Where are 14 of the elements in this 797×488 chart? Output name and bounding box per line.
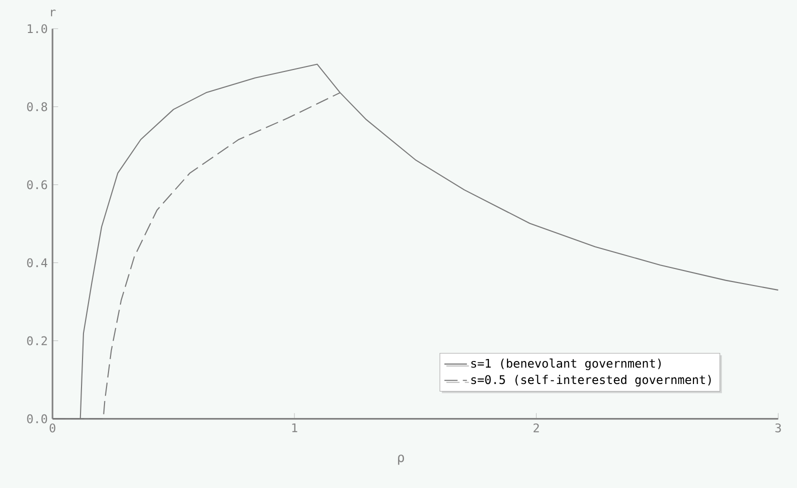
y-tick-label: 0.8: [27, 102, 48, 112]
x-tick-label: 2: [534, 423, 539, 432]
y-tick-label: 0.4: [27, 258, 48, 268]
y-tick-label: 0.2: [27, 336, 47, 346]
y-tick-label: 0.6: [27, 180, 48, 190]
y-tick-label: 1.0: [28, 24, 48, 34]
x-tick-label: 1: [292, 423, 298, 432]
legend-label: s=1 (benevolant government): [471, 358, 661, 370]
x-axis-title: ρ: [398, 454, 404, 465]
y-axis-title: r: [51, 10, 56, 16]
x-tick-label: 3: [775, 423, 781, 432]
x-tick-label: 0: [50, 423, 56, 432]
legend-label: s=0.5 (self-interested government): [471, 374, 711, 386]
y-tick-label: 0.0: [27, 414, 48, 424]
